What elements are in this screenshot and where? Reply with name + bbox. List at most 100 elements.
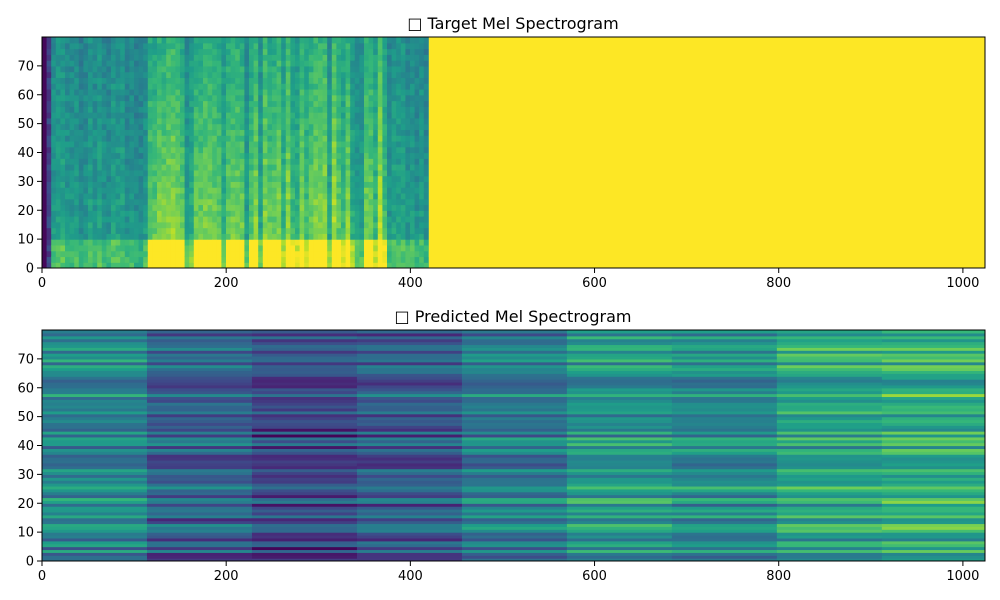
heatmap-cell	[129, 37, 135, 44]
heatmap-cell	[258, 54, 264, 61]
heatmap-cell	[308, 65, 314, 73]
heatmap-cell	[42, 405, 148, 409]
heatmap-cell	[78, 83, 84, 90]
heatmap-cell	[143, 239, 149, 246]
heatmap-cell	[281, 54, 287, 61]
heatmap-cell	[166, 250, 172, 258]
heatmap-cell	[69, 129, 75, 136]
heatmap-cell	[299, 65, 305, 73]
heatmap-cell	[175, 129, 181, 136]
heatmap-cell	[308, 158, 314, 165]
heatmap-cell	[400, 175, 406, 182]
heatmap-cell	[111, 187, 117, 194]
heatmap-cell	[244, 152, 250, 159]
heatmap-cell	[262, 204, 268, 211]
heatmap-cell	[180, 83, 186, 90]
heatmap-cell	[161, 164, 167, 171]
heatmap-cell	[92, 192, 98, 200]
heatmap-cell	[138, 192, 144, 200]
heatmap-cell	[120, 250, 126, 258]
heatmap-cell	[129, 169, 135, 177]
heatmap-cell	[203, 152, 209, 159]
heatmap-cell	[419, 42, 425, 50]
heatmap-cell	[146, 477, 253, 481]
heatmap-cell	[461, 379, 568, 383]
heatmap-cell	[244, 37, 250, 44]
heatmap-cell	[258, 210, 264, 217]
heatmap-cell	[180, 250, 186, 258]
heatmap-cell	[55, 256, 61, 263]
heatmap-cell	[42, 384, 148, 389]
heatmap-cell	[881, 480, 985, 484]
heatmap-cell	[262, 140, 268, 148]
heatmap-cell	[184, 71, 190, 79]
heatmap-cell	[671, 517, 778, 522]
heatmap-cell	[161, 233, 167, 240]
heatmap-cell	[221, 227, 227, 234]
heatmap-cell	[356, 558, 463, 561]
y-tick-label: 60	[17, 88, 34, 103]
heatmap-cell	[101, 158, 107, 165]
heatmap-cell	[299, 42, 305, 50]
heatmap-cell	[322, 100, 328, 107]
heatmap-cell	[51, 146, 57, 154]
heatmap-cell	[251, 454, 358, 458]
heatmap-cell	[51, 158, 57, 165]
heatmap-cell	[249, 71, 255, 79]
heatmap-cell	[461, 445, 568, 449]
heatmap-cell	[69, 158, 75, 165]
heatmap-cell	[461, 416, 568, 421]
heatmap-cell	[350, 210, 356, 217]
heatmap-cell	[414, 233, 420, 240]
heatmap-cell	[350, 37, 356, 44]
heatmap-cell	[461, 529, 568, 533]
heatmap-cell	[461, 428, 568, 432]
heatmap-cell	[207, 60, 213, 67]
heatmap-cell	[461, 462, 568, 467]
y-tick-label: 30	[17, 468, 34, 483]
heatmap-cell	[74, 37, 80, 44]
heatmap-cell	[146, 523, 253, 527]
heatmap-cell	[216, 37, 222, 44]
heatmap-cell	[881, 442, 985, 447]
padding-region	[428, 37, 985, 268]
heatmap-cell	[295, 83, 301, 90]
heatmap-cell	[147, 198, 153, 206]
heatmap-cell	[180, 106, 186, 113]
heatmap-cell	[671, 390, 778, 395]
heatmap-cell	[290, 71, 296, 79]
heatmap-cell	[97, 244, 103, 252]
heatmap-cell	[414, 65, 420, 73]
heatmap-cell	[42, 448, 148, 452]
heatmap-cell	[198, 129, 204, 136]
heatmap-cell	[120, 158, 126, 165]
heatmap-cell	[138, 187, 144, 194]
heatmap-cell	[203, 94, 209, 102]
heatmap-cell	[387, 100, 393, 107]
heatmap-cell	[138, 181, 144, 188]
heatmap-cell	[373, 100, 379, 107]
heatmap-cell	[410, 158, 416, 165]
heatmap-cell	[272, 233, 278, 240]
heatmap-cell	[198, 100, 204, 107]
heatmap-cell	[881, 497, 985, 501]
heatmap-cell	[391, 262, 397, 268]
heatmap-cell	[359, 135, 365, 142]
heatmap-cell	[373, 42, 379, 50]
heatmap-cell	[226, 37, 232, 44]
heatmap-cell	[92, 100, 98, 107]
heatmap-cell	[239, 42, 245, 50]
heatmap-cell	[203, 244, 209, 252]
heatmap-cell	[97, 181, 103, 188]
heatmap-cell	[212, 175, 218, 182]
heatmap-cell	[881, 330, 985, 334]
heatmap-cell	[776, 422, 883, 426]
heatmap-cell	[170, 187, 176, 194]
heatmap-cell	[272, 123, 278, 130]
heatmap-cell	[382, 187, 388, 194]
heatmap-cell	[387, 198, 393, 206]
heatmap-cell	[74, 175, 80, 182]
heatmap-cell	[101, 244, 107, 252]
heatmap-cell	[189, 37, 195, 44]
heatmap-cell	[216, 48, 222, 55]
